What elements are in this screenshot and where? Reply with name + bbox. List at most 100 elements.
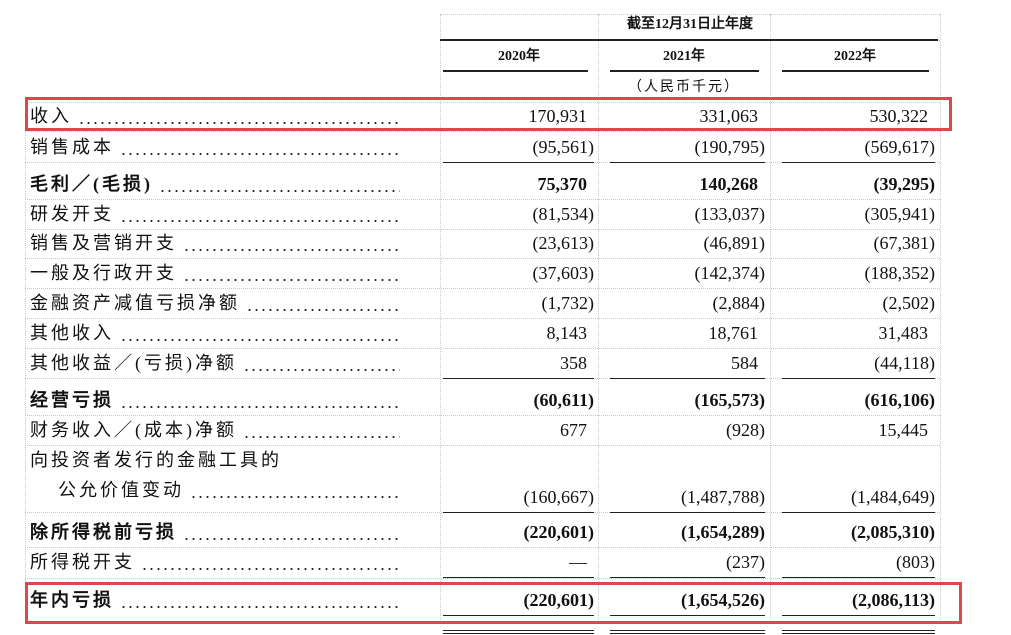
leader-dots	[190, 496, 400, 498]
cell-value: —	[569, 552, 587, 572]
leader-dots	[243, 436, 400, 438]
sum-rule	[443, 630, 594, 631]
row-label: 财务收入／(成本)净额	[30, 420, 237, 440]
period-header: 截至12月31日止年度	[627, 17, 753, 32]
cell-value: (1,654,526)	[681, 590, 765, 610]
sum-rule	[782, 630, 935, 631]
year-rule	[610, 70, 759, 72]
sum-rule	[782, 378, 935, 379]
cell-value: (2,502)	[882, 293, 936, 313]
sum-rule	[610, 512, 765, 513]
leader-dots	[141, 568, 400, 570]
cell-value: (190,795)	[694, 137, 766, 157]
highlight-box	[25, 97, 952, 131]
row-label: 公允价值变动	[58, 480, 184, 500]
cell-value: 530,322	[869, 106, 929, 126]
cell-value: (1,487,788)	[681, 487, 765, 507]
sum-rule	[443, 615, 594, 616]
cell-value: (44,118)	[874, 353, 935, 373]
cell-value: (37,603)	[532, 263, 595, 283]
cell-value: (142,374)	[694, 263, 766, 283]
sum-rule	[443, 633, 594, 634]
cell-value: 31,483	[878, 323, 929, 343]
cell-value: (1,732)	[541, 293, 595, 313]
sum-rule	[443, 512, 594, 513]
row-label: 向投资者发行的金融工具的	[30, 450, 282, 470]
sum-rule	[782, 162, 935, 163]
grid-line	[598, 14, 599, 622]
grid-line	[25, 318, 940, 319]
cell-value: (2,086,113)	[852, 590, 935, 610]
row-label: 销售成本	[30, 137, 114, 157]
sum-rule	[610, 615, 765, 616]
grid-line	[25, 445, 940, 446]
highlight-box	[25, 582, 962, 624]
grid-line	[25, 348, 940, 349]
cell-value: 15,445	[878, 420, 929, 440]
cell-value: (220,601)	[523, 590, 595, 610]
row-label: 除所得税前亏损	[30, 522, 177, 542]
leader-dots	[120, 406, 400, 408]
sum-rule	[782, 512, 935, 513]
grid-line	[25, 102, 26, 622]
sum-rule	[782, 577, 935, 578]
cell-value: 75,370	[537, 174, 588, 194]
row-label: 所得税开支	[30, 552, 135, 572]
cell-value: (1,654,289)	[681, 522, 765, 542]
sum-rule	[610, 577, 765, 578]
row-label: 其他收益／(亏损)净额	[30, 353, 237, 373]
cell-value: (569,617)	[864, 137, 936, 157]
cell-value: (60,611)	[533, 390, 595, 410]
row-label: 销售及营销开支	[30, 233, 177, 253]
cell-value: 8,143	[546, 323, 588, 343]
cell-value: (165,573)	[694, 390, 766, 410]
leader-dots	[120, 220, 400, 222]
sum-rule	[610, 633, 765, 634]
row-label: 收入	[30, 106, 72, 126]
cell-value: 170,931	[528, 106, 588, 126]
cell-value: (133,037)	[694, 204, 766, 224]
cell-value: (188,352)	[864, 263, 936, 283]
cell-value: (81,534)	[532, 204, 595, 224]
unit-label: （人民币千元）	[628, 80, 740, 95]
leader-dots	[120, 606, 400, 608]
row-label: 年内亏损	[30, 590, 114, 610]
sum-rule	[782, 633, 935, 634]
grid-line	[25, 199, 940, 200]
cell-value: (928)	[726, 420, 765, 440]
cell-value: (803)	[896, 552, 935, 572]
cell-value: (23,613)	[532, 233, 595, 253]
cell-value: (1,484,649)	[851, 487, 935, 507]
cell-value: 358	[560, 353, 587, 373]
grid-line	[25, 288, 940, 289]
sum-rule	[610, 378, 765, 379]
year-header: 2020年	[498, 49, 540, 64]
cell-value: (2,085,310)	[851, 522, 935, 542]
leader-dots	[159, 190, 400, 192]
cell-value: (39,295)	[873, 174, 936, 194]
grid-line	[25, 102, 940, 103]
grid-line	[25, 131, 940, 132]
grid-line	[940, 14, 941, 622]
grid-line	[25, 258, 940, 259]
cell-value: (2,884)	[712, 293, 766, 313]
leader-dots	[120, 153, 400, 155]
sum-rule	[782, 615, 935, 616]
sum-rule	[610, 162, 765, 163]
leader-dots	[120, 339, 400, 341]
row-label: 经营亏损	[30, 390, 114, 410]
year-rule	[782, 70, 929, 72]
grid-line	[440, 14, 940, 15]
cell-value: 584	[731, 353, 758, 373]
row-label: 毛利／(毛损)	[30, 174, 153, 194]
cell-value: (46,891)	[703, 233, 766, 253]
year-rule	[443, 70, 588, 72]
year-header: 2022年	[834, 49, 876, 64]
grid-line	[770, 14, 771, 622]
leader-dots	[183, 538, 400, 540]
sum-rule	[610, 630, 765, 631]
header-rule	[440, 39, 938, 41]
sum-rule	[443, 577, 594, 578]
year-header: 2021年	[663, 49, 705, 64]
